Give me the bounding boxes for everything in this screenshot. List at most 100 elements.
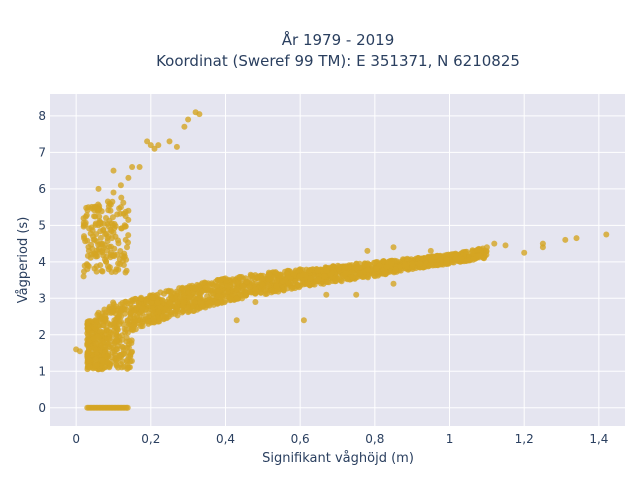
data-point [251, 281, 258, 288]
data-point [124, 317, 131, 324]
data-point [364, 261, 371, 268]
data-point [371, 259, 377, 266]
data-point [242, 292, 249, 299]
y-tick-label: 0 [38, 401, 46, 415]
data-point [159, 313, 166, 320]
data-point [116, 352, 123, 359]
data-point [404, 255, 411, 262]
data-point [149, 294, 156, 301]
data-point [273, 277, 280, 284]
data-point [303, 266, 310, 273]
data-point [300, 317, 307, 324]
data-point [243, 278, 250, 285]
data-point [96, 213, 103, 220]
data-point [104, 358, 111, 365]
data-point [118, 194, 125, 201]
x-tick-label: 0 [72, 432, 80, 446]
data-point [342, 264, 349, 270]
data-point [240, 283, 247, 290]
data-point [390, 244, 397, 251]
y-tick-label: 2 [38, 328, 46, 342]
data-point [103, 253, 110, 260]
y-tick-label: 7 [38, 145, 46, 159]
data-point [247, 271, 254, 278]
data-point [159, 297, 166, 304]
data-point [373, 265, 380, 272]
data-point [427, 247, 434, 254]
data-point [204, 293, 211, 300]
data-point [173, 143, 180, 150]
data-point [108, 329, 114, 336]
data-point [104, 235, 111, 241]
x-tick-label: 0,4 [216, 432, 235, 446]
data-point [463, 258, 469, 264]
data-point [119, 343, 126, 350]
data-point [201, 279, 208, 286]
data-point [224, 288, 231, 295]
data-point [85, 338, 92, 345]
data-point [183, 284, 190, 291]
data-point [233, 295, 240, 302]
data-point [113, 337, 120, 344]
data-point [110, 299, 117, 306]
data-point [100, 322, 107, 329]
x-tick-label: 1,4 [589, 432, 608, 446]
x-tick-label: 0,8 [365, 432, 384, 446]
data-point [139, 323, 146, 330]
data-point [127, 310, 134, 317]
data-point [180, 308, 186, 315]
data-point [116, 313, 123, 320]
data-point [215, 288, 221, 294]
data-point [121, 222, 128, 229]
data-point [119, 332, 126, 339]
data-point [415, 255, 422, 261]
data-point [105, 350, 112, 357]
data-point [114, 346, 121, 353]
data-point [323, 291, 330, 298]
data-point [85, 326, 92, 333]
data-point [83, 261, 90, 268]
data-point [155, 142, 162, 149]
data-point [342, 270, 349, 277]
data-point [252, 286, 259, 293]
data-point [192, 285, 199, 292]
data-point [167, 289, 174, 296]
data-point [96, 248, 103, 255]
data-point [181, 123, 188, 130]
data-point [349, 269, 355, 276]
data-point [237, 274, 243, 280]
data-point [311, 281, 318, 288]
x-axis-title: Signifikant våghöjd (m) [262, 451, 414, 466]
data-point [118, 364, 125, 371]
data-point [101, 306, 108, 313]
data-point [123, 267, 130, 274]
data-point [228, 296, 235, 303]
y-tick-label: 4 [38, 255, 46, 269]
data-point [125, 232, 132, 239]
data-point [184, 304, 191, 311]
data-point [562, 236, 569, 243]
data-point [124, 300, 131, 307]
data-point [324, 279, 331, 286]
data-point [168, 311, 175, 318]
data-point [449, 259, 456, 266]
data-point [191, 299, 198, 306]
data-point [603, 231, 610, 238]
plot-area [50, 94, 625, 426]
data-point [383, 263, 390, 270]
data-point [206, 299, 213, 306]
data-point [470, 256, 477, 263]
data-point [392, 266, 399, 273]
data-point [90, 365, 97, 372]
data-point [133, 304, 140, 311]
data-point [114, 211, 121, 218]
data-point [380, 258, 386, 265]
data-point [426, 262, 433, 269]
data-point [174, 312, 181, 319]
data-point [284, 285, 291, 292]
data-point [81, 235, 88, 242]
data-point [233, 286, 240, 293]
x-tick-labels: 0 0,2 0,4 0,6 0,8 1 1,2 1,4 [72, 432, 608, 446]
x-tick-label: 0,6 [291, 432, 310, 446]
